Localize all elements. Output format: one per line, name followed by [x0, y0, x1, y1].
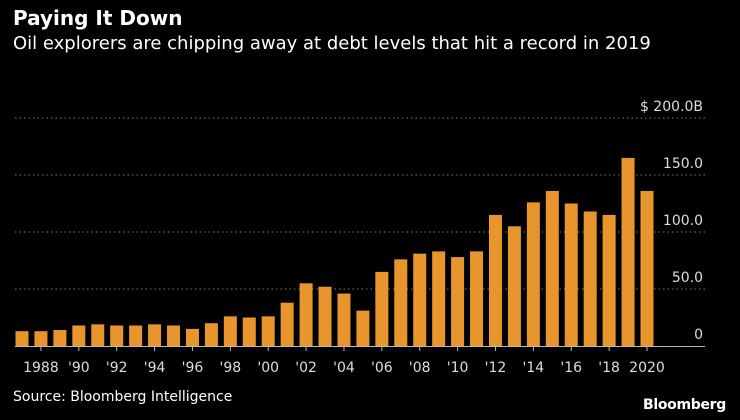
x-tick-label: '18: [598, 360, 620, 376]
bar-1994: [148, 324, 162, 346]
bar-2006: [375, 271, 389, 346]
bar-2010: [451, 257, 465, 346]
bar-2004: [337, 293, 351, 346]
bar-2005: [356, 310, 370, 346]
bar-2008: [413, 253, 427, 346]
x-tick-label: '96: [182, 360, 204, 376]
y-tick-label: 0: [694, 327, 703, 343]
y-tick-label: 50.0: [672, 270, 703, 286]
x-tick-label: '08: [409, 360, 431, 376]
bar-1987: [15, 331, 29, 346]
bar-1993: [129, 325, 143, 346]
bar-1990: [72, 325, 86, 346]
bar-1989: [53, 330, 67, 346]
bar-2016: [564, 203, 578, 346]
x-tick-label: '90: [68, 360, 90, 376]
bar-1999: [242, 317, 256, 346]
bar-2018: [602, 214, 616, 346]
bar-2007: [394, 259, 408, 346]
bloomberg-logo: Bloomberg: [642, 397, 726, 413]
bar-2000: [261, 316, 275, 346]
bar-2003: [318, 286, 332, 346]
bar-2001: [280, 302, 294, 346]
bar-1996: [185, 328, 199, 346]
bar-1992: [110, 325, 124, 346]
x-tick-label: '10: [447, 360, 469, 376]
bar-1988: [34, 331, 48, 346]
bar-1997: [204, 323, 218, 346]
x-tick-label: 1988: [23, 360, 59, 376]
x-tick-label: '98: [219, 360, 241, 376]
x-tick-label: '14: [523, 360, 545, 376]
bar-1991: [91, 324, 105, 346]
bar-1998: [223, 316, 237, 346]
bar-2017: [583, 211, 597, 346]
y-tick-label: 100.0: [663, 213, 703, 229]
x-tick-label: '00: [257, 360, 279, 376]
x-tick-label: '06: [371, 360, 393, 376]
bar-2015: [545, 190, 559, 346]
y-tick-label: 150.0: [663, 156, 703, 172]
bar-2019: [621, 157, 635, 346]
x-tick-label: '92: [106, 360, 128, 376]
x-tick-label: '16: [560, 360, 582, 376]
bar-2011: [470, 251, 484, 346]
bar-2013: [507, 226, 521, 346]
bar-2012: [488, 214, 502, 346]
chart-subtitle: Oil explorers are chipping away at debt …: [13, 33, 651, 54]
y-tick-label: $ 200.0B: [640, 99, 703, 115]
x-tick-label: '94: [144, 360, 166, 376]
x-tick-label: 2020: [629, 360, 665, 376]
source-note: Source: Bloomberg Intelligence: [13, 389, 233, 405]
bar-2009: [432, 251, 446, 346]
chart-title: Paying It Down: [13, 6, 183, 30]
x-tick-label: '02: [295, 360, 317, 376]
bar-2014: [526, 202, 540, 346]
bar-2020: [640, 190, 654, 346]
bar-1995: [167, 325, 181, 346]
bar-2002: [299, 283, 313, 346]
x-tick-label: '04: [333, 360, 355, 376]
x-tick-label: '12: [485, 360, 507, 376]
